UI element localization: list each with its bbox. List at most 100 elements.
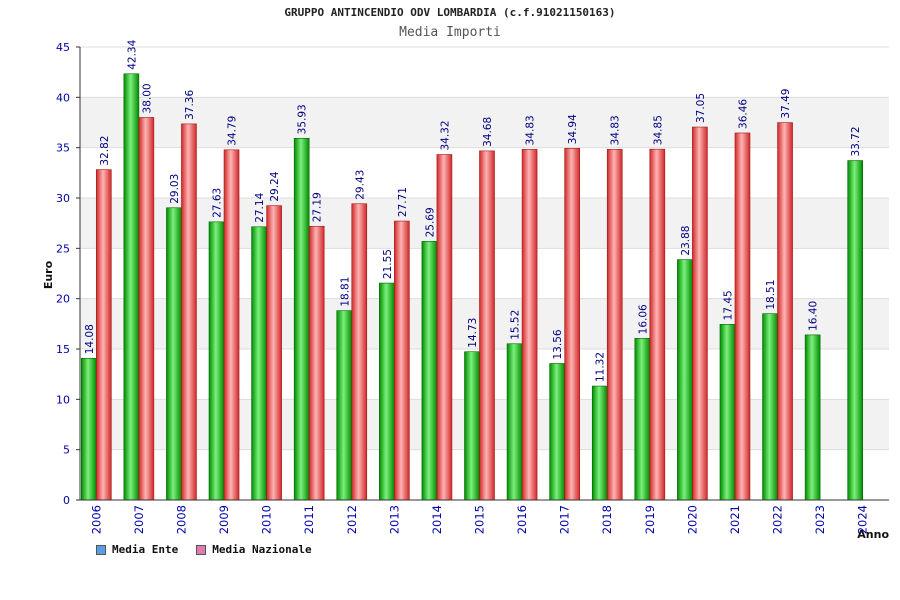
bar-media-nazionale bbox=[308, 225, 325, 501]
x-tick-label: 2011 bbox=[302, 505, 316, 534]
x-tick-label: 2006 bbox=[89, 505, 103, 534]
bar-media-nazionale bbox=[436, 154, 453, 501]
bar-media-ente bbox=[506, 343, 523, 501]
legend-item-media-ente: Media Ente bbox=[96, 543, 178, 556]
data-label: 13.56 bbox=[552, 329, 564, 359]
chart-subtitle: Media Importi bbox=[399, 25, 501, 40]
bar-media-ente bbox=[251, 226, 267, 501]
bar-media-ente bbox=[80, 357, 97, 501]
bar-media-ente bbox=[847, 160, 864, 501]
x-tick-label: 2018 bbox=[600, 505, 614, 534]
bar-media-ente bbox=[762, 313, 778, 501]
data-label: 27.71 bbox=[397, 187, 409, 217]
bar-media-ente bbox=[591, 385, 608, 501]
x-tick-label: 2010 bbox=[260, 505, 274, 534]
y-tick-label: 15 bbox=[56, 343, 70, 356]
y-tick-label: 10 bbox=[56, 393, 70, 406]
y-tick-label: 5 bbox=[63, 444, 70, 457]
x-tick-label: 2016 bbox=[515, 505, 529, 534]
data-label: 34.94 bbox=[567, 114, 579, 144]
bar-media-nazionale bbox=[564, 147, 580, 501]
y-tick-label: 45 bbox=[56, 41, 70, 54]
grid-band bbox=[80, 97, 889, 148]
data-label: 11.32 bbox=[595, 352, 607, 382]
bar-media-ente bbox=[464, 351, 480, 501]
grid-band bbox=[80, 47, 889, 98]
data-label: 29.24 bbox=[269, 171, 281, 201]
bar-media-nazionale bbox=[521, 149, 538, 501]
x-tick-label: 2007 bbox=[132, 505, 146, 534]
data-label: 34.79 bbox=[227, 116, 239, 146]
y-tick-label: 40 bbox=[56, 91, 70, 104]
bar-media-nazionale bbox=[734, 132, 751, 501]
data-label: 27.14 bbox=[254, 192, 266, 222]
data-label: 29.03 bbox=[169, 174, 181, 204]
x-axis-label: Anno bbox=[857, 528, 889, 541]
bar-media-nazionale bbox=[95, 169, 112, 501]
bar-media-nazionale bbox=[223, 149, 240, 501]
legend-swatch-media-ente bbox=[96, 544, 106, 555]
data-label: 27.19 bbox=[312, 192, 324, 222]
x-tick-label: 2014 bbox=[430, 505, 444, 534]
data-label: 37.36 bbox=[184, 90, 196, 120]
y-tick-label: 20 bbox=[56, 293, 70, 306]
data-label: 34.83 bbox=[610, 115, 622, 145]
y-tick-label: 25 bbox=[56, 242, 70, 255]
chart-title: GRUPPO ANTINCENDIO ODV LOMBARDIA (c.f.91… bbox=[284, 6, 616, 19]
bar-media-nazionale bbox=[351, 203, 368, 501]
bar-media-ente bbox=[123, 73, 140, 501]
data-label: 37.05 bbox=[695, 93, 707, 123]
bar-media-ente bbox=[379, 282, 395, 501]
y-tick-label: 35 bbox=[56, 142, 70, 155]
y-axis-label: Euro bbox=[42, 260, 55, 289]
bar-media-ente bbox=[208, 221, 225, 501]
x-tick-label: 2019 bbox=[643, 505, 657, 534]
data-label: 37.49 bbox=[780, 89, 792, 119]
bar-media-ente bbox=[166, 207, 182, 501]
data-label: 34.83 bbox=[525, 115, 537, 145]
x-tick-label: 2020 bbox=[685, 505, 699, 534]
x-tick-label: 2023 bbox=[813, 505, 827, 534]
legend-item-media-nazionale: Media Nazionale bbox=[196, 543, 312, 556]
bar-media-ente bbox=[549, 363, 565, 501]
legend-swatch-media-nazionale bbox=[196, 544, 207, 555]
data-label: 14.73 bbox=[467, 318, 479, 348]
data-label: 16.06 bbox=[637, 304, 649, 334]
legend-label-media-ente: Media Ente bbox=[112, 543, 179, 556]
bar-media-ente bbox=[677, 259, 693, 501]
data-label: 14.08 bbox=[84, 324, 96, 354]
x-tick-label: 2008 bbox=[174, 505, 188, 534]
bar-media-ente bbox=[804, 334, 821, 501]
data-label: 15.52 bbox=[510, 310, 522, 340]
data-label: 16.40 bbox=[808, 301, 820, 331]
data-label: 25.69 bbox=[424, 207, 436, 237]
x-tick-label: 2015 bbox=[473, 505, 487, 534]
data-label: 18.81 bbox=[339, 277, 351, 307]
x-tick-label: 2017 bbox=[558, 505, 572, 534]
data-label: 21.55 bbox=[382, 249, 394, 279]
data-label: 32.82 bbox=[99, 136, 111, 166]
legend: Media Ente Media Nazionale bbox=[96, 543, 312, 556]
data-label: 38.00 bbox=[141, 83, 153, 113]
bar-media-nazionale bbox=[649, 148, 666, 501]
data-label: 23.88 bbox=[680, 226, 692, 256]
data-label: 35.93 bbox=[297, 104, 309, 134]
x-tick-label: 2012 bbox=[345, 505, 359, 534]
bar-media-nazionale bbox=[606, 149, 623, 501]
x-tick-label: 2024 bbox=[856, 505, 870, 534]
bar-media-ente bbox=[719, 324, 736, 501]
bar-media-nazionale bbox=[181, 123, 197, 501]
legend-label-media-nazionale: Media Nazionale bbox=[212, 543, 312, 556]
bar-media-nazionale bbox=[479, 150, 495, 501]
x-tick-label: 2021 bbox=[728, 505, 742, 534]
x-tick-label: 2009 bbox=[217, 505, 231, 534]
y-tick-label: 0 bbox=[63, 494, 70, 507]
y-tick-label: 30 bbox=[56, 192, 70, 205]
x-tick-label: 2022 bbox=[771, 505, 785, 534]
bar-media-ente bbox=[421, 241, 438, 501]
x-tick-label: 2013 bbox=[387, 505, 401, 534]
bar-media-ente bbox=[634, 338, 651, 501]
data-label: 29.43 bbox=[354, 170, 366, 200]
